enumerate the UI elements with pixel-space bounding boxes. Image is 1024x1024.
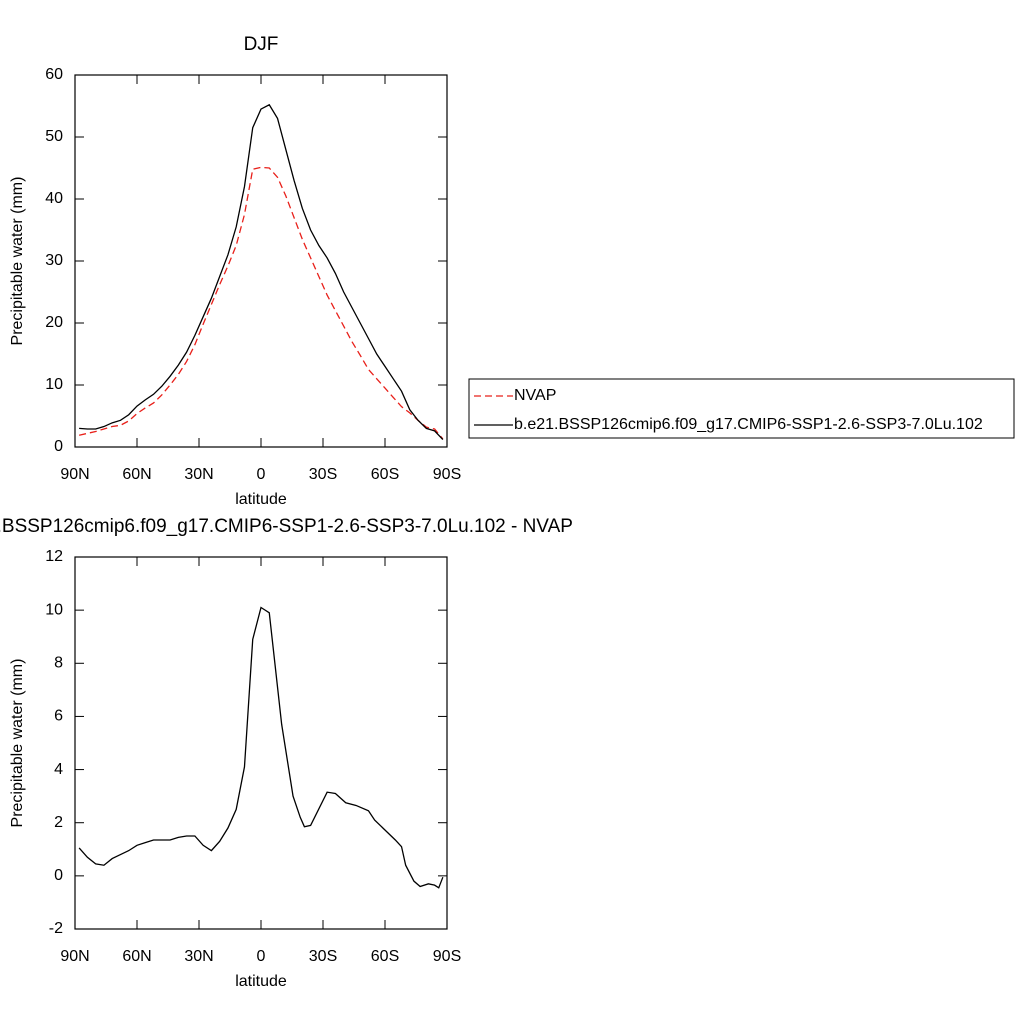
y-tick-label: -2 — [49, 920, 63, 937]
y-tick-label: 12 — [45, 548, 63, 565]
y-tick-label: 20 — [45, 314, 63, 331]
x-tick-label: 30N — [184, 948, 213, 965]
x-tick-label: 30S — [309, 948, 337, 965]
y-axis-label: Precipitable water (mm) — [9, 177, 26, 346]
y-tick-label: 10 — [45, 376, 63, 393]
legend-label: NVAP — [514, 387, 556, 404]
x-tick-label: 60N — [122, 948, 151, 965]
y-tick-label: 40 — [45, 190, 63, 207]
chart-title: b.e21.BSSP126cmip6.f09_g17.CMIP6-SSP1-2.… — [0, 516, 573, 537]
legend-box — [468, 378, 1015, 439]
chart-title: DJF — [244, 34, 279, 55]
x-tick-label: 30N — [184, 466, 213, 483]
y-tick-label: 8 — [54, 655, 63, 672]
y-tick-label: 0 — [54, 867, 63, 884]
y-tick-label: 60 — [45, 66, 63, 83]
x-tick-label: 30S — [309, 466, 337, 483]
plot-frame — [74, 74, 448, 448]
x-tick-label: 60S — [371, 948, 399, 965]
x-tick-label: 0 — [257, 466, 266, 483]
y-tick-label: 4 — [54, 761, 63, 778]
y-tick-label: 50 — [45, 128, 63, 145]
x-tick-label: 0 — [257, 948, 266, 965]
x-axis-label: latitude — [235, 491, 287, 508]
x-tick-label: 90S — [433, 466, 461, 483]
y-tick-label: 2 — [54, 814, 63, 831]
plot-frame — [74, 556, 448, 930]
y-tick-label: 6 — [54, 708, 63, 725]
x-tick-label: 90N — [60, 466, 89, 483]
data-line — [78, 606, 444, 889]
legend-label: b.e21.BSSP126cmip6.f09_g17.CMIP6-SSP1-2.… — [514, 416, 983, 433]
x-axis-label: latitude — [235, 973, 287, 990]
y-axis-label: Precipitable water (mm) — [9, 659, 26, 828]
x-tick-label: 60N — [122, 466, 151, 483]
y-tick-label: 0 — [54, 438, 63, 455]
y-tick-label: 30 — [45, 252, 63, 269]
x-tick-label: 90S — [433, 948, 461, 965]
data-line — [78, 166, 444, 440]
x-tick-label: 90N — [60, 948, 89, 965]
y-tick-label: 10 — [45, 601, 63, 618]
x-tick-label: 60S — [371, 466, 399, 483]
data-line — [79, 103, 444, 441]
